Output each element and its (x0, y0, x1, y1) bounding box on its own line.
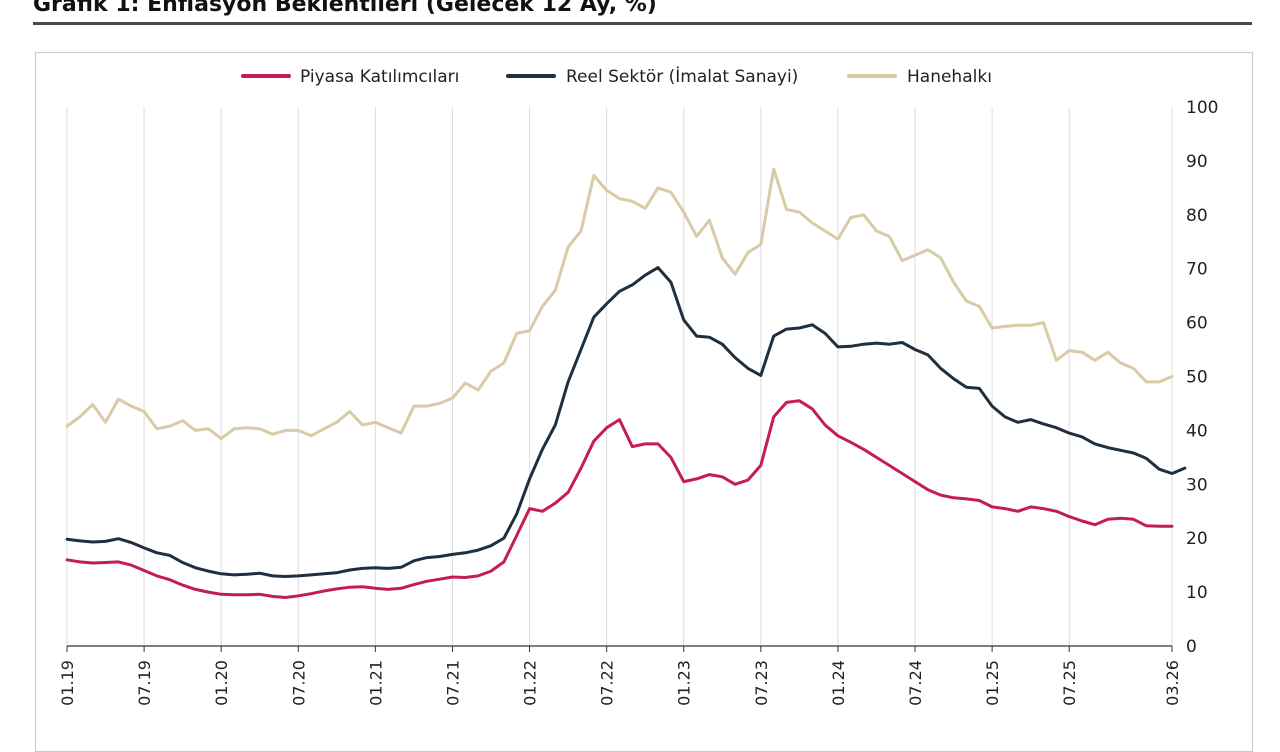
x-tick-label: 01.22 (521, 660, 540, 706)
x-tick-label: 01.24 (829, 660, 848, 706)
y-tick-label: 30 (1186, 475, 1208, 495)
y-tick-label: 100 (1186, 98, 1218, 118)
x-tick-label: 07.20 (289, 660, 308, 706)
x-tick-label: 01.25 (983, 660, 1002, 706)
y-tick-label: 40 (1186, 421, 1208, 441)
y-tick-label: 20 (1186, 529, 1208, 549)
title-rule (33, 22, 1252, 25)
y-tick-label: 60 (1186, 314, 1208, 334)
x-tick-label: 01.19 (58, 660, 77, 706)
x-tick-label: 01.23 (675, 660, 694, 706)
legend-label-reel: Reel Sektör (İmalat Sanayi) (566, 66, 798, 87)
x-tick-label: 07.23 (752, 660, 771, 706)
legend-label-piyasa: Piyasa Katılımcıları (300, 67, 459, 87)
x-tick-label: 01.21 (366, 660, 385, 706)
y-tick-label: 90 (1186, 152, 1208, 172)
y-tick-label: 70 (1186, 260, 1208, 280)
y-tick-label: 80 (1186, 206, 1208, 226)
series-line-reel (65, 266, 1187, 578)
x-tick-label: 03.26 (1163, 660, 1182, 706)
series-line-piyasa (65, 399, 1174, 599)
axis-layer: 01.19 07.19 01.20 07.20 01.21 07.21 01.22 07.22… (58, 98, 1218, 706)
y-tick-label: 10 (1186, 583, 1208, 603)
grid-layer (66, 107, 1173, 646)
y-tick-label: 50 (1186, 368, 1208, 388)
x-tick-label: 07.22 (598, 660, 617, 706)
x-tick-label: 07.21 (443, 660, 462, 706)
legend-label-hane: Hanehalkı (907, 67, 992, 87)
series-layer (65, 167, 1187, 599)
x-tick-label: 01.20 (212, 660, 231, 706)
inflation-expectations-chart: 01.19 07.19 01.20 07.20 01.21 07.21 01.22 07.22… (58, 66, 1218, 706)
x-tick-label: 07.25 (1060, 660, 1079, 706)
y-tick-label: 0 (1186, 637, 1197, 657)
x-tick-label: 07.24 (906, 660, 925, 706)
legend: Piyasa Katılımcıları Reel Sektör (İmalat … (241, 66, 992, 87)
series-line-hane (65, 167, 1174, 440)
chart-title: Grafik 1: Enflasyon Beklentileri (Gelece… (33, 0, 657, 17)
x-tick-label: 07.19 (135, 660, 154, 706)
